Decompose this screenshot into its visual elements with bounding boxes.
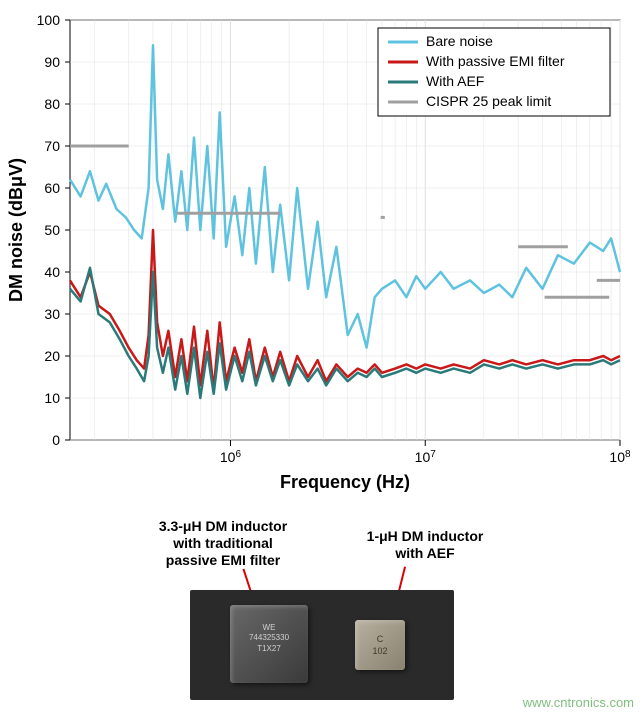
svg-text:0: 0 [52, 432, 60, 448]
svg-text:80: 80 [44, 96, 60, 112]
svg-text:CISPR 25 peak limit: CISPR 25 peak limit [426, 93, 551, 109]
svg-text:60: 60 [44, 180, 60, 196]
svg-text:100: 100 [37, 12, 61, 28]
svg-text:With AEF: With AEF [426, 73, 484, 89]
svg-text:30: 30 [44, 306, 60, 322]
svg-text:20: 20 [44, 348, 60, 364]
svg-text:10: 10 [44, 390, 60, 406]
svg-text:DM noise (dBμV): DM noise (dBμV) [6, 158, 26, 302]
inductor-1uh: C102 [355, 620, 405, 670]
inductor-3p3uh: WE744325330T1X27 [230, 605, 308, 683]
svg-text:108: 108 [609, 449, 631, 466]
svg-text:50: 50 [44, 222, 60, 238]
inductor-photo-area: 3.3-μH DM inductorwith traditionalpassiv… [0, 510, 644, 714]
svg-text:40: 40 [44, 264, 60, 280]
svg-text:Bare noise: Bare noise [426, 33, 493, 49]
svg-text:Frequency (Hz): Frequency (Hz) [280, 472, 410, 492]
svg-text:90: 90 [44, 54, 60, 70]
chip-small-marking: C102 [355, 620, 405, 657]
svg-text:With passive EMI filter: With passive EMI filter [426, 53, 565, 69]
annotation-left: 3.3-μH DM inductorwith traditionalpassiv… [128, 518, 318, 568]
svg-text:107: 107 [415, 449, 437, 466]
chart-svg: 0 10 20 30 40 50 60 70 80 90 100 106 107 108 Frequency… [0, 0, 644, 510]
svg-text:70: 70 [44, 138, 60, 154]
chip-big-marking: WE744325330T1X27 [230, 605, 308, 654]
svg-text:106: 106 [220, 449, 242, 466]
watermark: www.cntronics.com [523, 695, 634, 710]
emi-chart: 0 10 20 30 40 50 60 70 80 90 100 106 107 108 Frequency… [0, 0, 644, 510]
annotation-right: 1-μH DM inductorwith AEF [340, 528, 510, 562]
